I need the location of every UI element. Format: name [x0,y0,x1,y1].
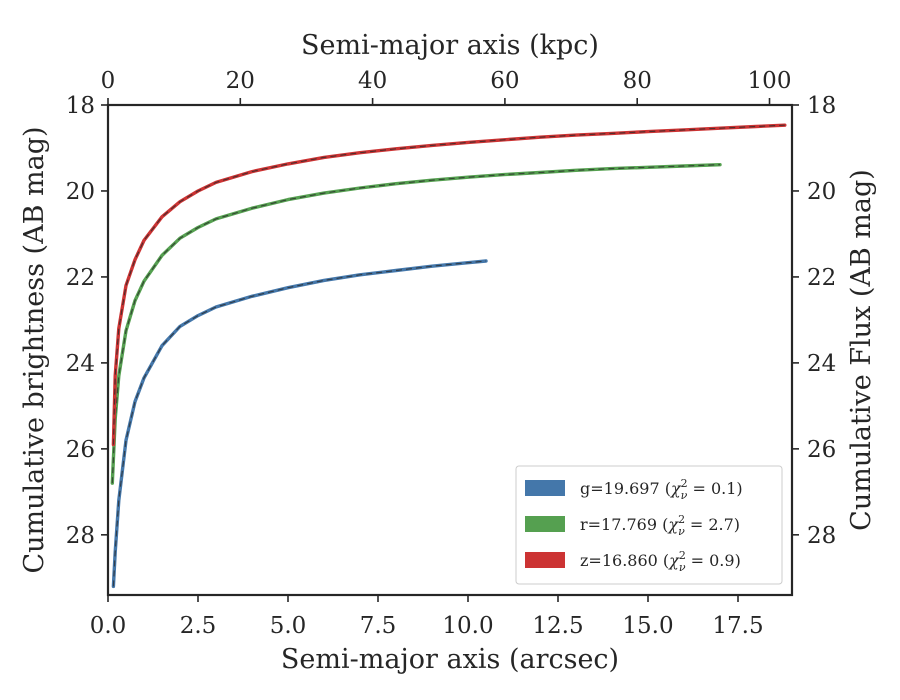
y-axis-title: Cumulative brightness (AB mag) [19,126,50,573]
legend-swatch-2 [525,552,565,568]
top-tick-label: 100 [748,68,792,94]
series-model-dashed-1 [111,164,721,484]
y-tick-label: 18 [66,93,95,119]
x-tick-label: 10.0 [442,613,493,639]
series-model-dashed-2 [112,124,785,445]
right-tick-label: 26 [807,437,836,463]
right-axis-title: Cumulative Flux (AB mag) [846,169,877,531]
y-tick-label: 26 [66,437,95,463]
legend-swatch-1 [525,516,565,532]
y-tick-label: 22 [66,265,95,291]
right-tick-label: 28 [807,523,836,549]
right-tick-label: 18 [807,93,836,119]
right-tick-label: 24 [807,351,836,377]
series-line-0 [111,259,488,589]
legend-label-2: z=16.860 (χ2 ν = 0.9) [580,549,741,574]
series-layer [110,123,787,589]
top-tick-label: 80 [623,68,652,94]
legend-swatch-0 [525,480,565,496]
top-tick-label: 20 [226,68,255,94]
x-tick-label: 5.0 [270,613,307,639]
legend-label-0: g=19.697 (χ2 ν = 0.1) [580,477,743,502]
legend-frame [515,465,783,585]
right-tick-label: 22 [807,265,836,291]
x-tick-label: 17.5 [712,613,763,639]
y-tick-label: 20 [66,179,95,205]
legend: g=19.697 (χ2 ν = 0.1) r=17.769 (χ2 ν = 2.7)… [515,465,783,585]
plot-frame [106,103,794,597]
x-tick-label: 7.5 [360,613,397,639]
y-tick-label: 24 [66,351,95,377]
legend-items: g=19.697 (χ2 ν = 0.1) r=17.769 (χ2 ν = 2.7)… [525,477,743,574]
right-tick-label: 20 [807,179,836,205]
top-tick-label: 60 [490,68,519,94]
top-axis-title: Semi-major axis (kpc) [301,30,599,61]
x-tick-label: 2.5 [180,613,217,639]
top-tick-label: 40 [358,68,387,94]
x-axis-title: Semi-major axis (arcsec) [281,644,619,675]
x-tick-label: 15.0 [622,613,673,639]
top-tick-label: 0 [101,68,116,94]
x-tick-label: 12.5 [532,613,583,639]
x-tick-label: 0.0 [90,613,127,639]
ticks-layer: 0.0 2.5 5.0 7.5 10.0 12.5 15.0 17.5 0 20 40 60 80 100… [66,68,837,639]
legend-label-1: r=17.769 (χ2 ν = 2.7) [580,513,740,538]
y-tick-label: 28 [66,523,95,549]
